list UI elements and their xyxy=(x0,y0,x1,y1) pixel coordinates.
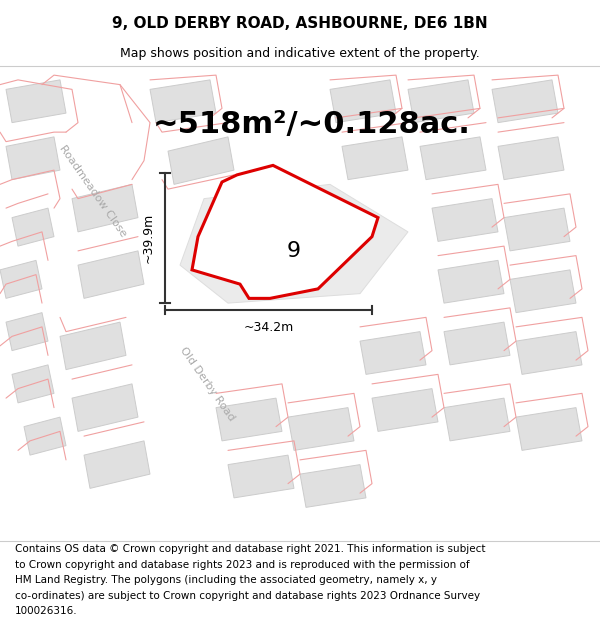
Polygon shape xyxy=(198,199,312,279)
Polygon shape xyxy=(492,80,558,122)
Polygon shape xyxy=(432,199,498,241)
Polygon shape xyxy=(216,227,300,274)
Text: Map shows position and indicative extent of the property.: Map shows position and indicative extent… xyxy=(120,48,480,60)
Polygon shape xyxy=(300,464,366,508)
Polygon shape xyxy=(12,365,54,403)
Polygon shape xyxy=(78,251,144,298)
Text: Contains OS data © Crown copyright and database right 2021. This information is : Contains OS data © Crown copyright and d… xyxy=(15,544,485,554)
Polygon shape xyxy=(192,166,378,298)
Polygon shape xyxy=(6,312,48,351)
Polygon shape xyxy=(72,184,138,232)
Polygon shape xyxy=(444,322,510,365)
Polygon shape xyxy=(168,137,234,184)
Polygon shape xyxy=(24,417,66,455)
Text: 9, OLD DERBY ROAD, ASHBOURNE, DE6 1BN: 9, OLD DERBY ROAD, ASHBOURNE, DE6 1BN xyxy=(112,16,488,31)
Polygon shape xyxy=(444,398,510,441)
Polygon shape xyxy=(408,80,474,122)
Text: Roadmeadow Close: Roadmeadow Close xyxy=(58,144,128,239)
Text: 100026316.: 100026316. xyxy=(15,606,77,616)
Text: ~39.9m: ~39.9m xyxy=(141,213,154,263)
Text: HM Land Registry. The polygons (including the associated geometry, namely x, y: HM Land Registry. The polygons (includin… xyxy=(15,575,437,585)
Text: Old Derby Road: Old Derby Road xyxy=(178,345,236,423)
Polygon shape xyxy=(60,322,126,369)
Text: co-ordinates) are subject to Crown copyright and database rights 2023 Ordnance S: co-ordinates) are subject to Crown copyr… xyxy=(15,591,480,601)
Polygon shape xyxy=(420,137,486,179)
Polygon shape xyxy=(360,332,426,374)
Polygon shape xyxy=(216,398,282,441)
Polygon shape xyxy=(72,384,138,431)
Polygon shape xyxy=(498,137,564,179)
Polygon shape xyxy=(0,261,42,298)
Polygon shape xyxy=(180,184,408,303)
Text: 9: 9 xyxy=(287,241,301,261)
Polygon shape xyxy=(150,80,216,122)
Polygon shape xyxy=(6,80,66,122)
Polygon shape xyxy=(12,208,54,246)
Polygon shape xyxy=(438,261,504,303)
Polygon shape xyxy=(504,208,570,251)
Polygon shape xyxy=(84,441,150,488)
Polygon shape xyxy=(6,137,60,179)
Polygon shape xyxy=(228,455,294,498)
Polygon shape xyxy=(342,137,408,179)
Polygon shape xyxy=(288,408,354,451)
Text: ~34.2m: ~34.2m xyxy=(244,321,293,334)
Text: ~518m²/~0.128ac.: ~518m²/~0.128ac. xyxy=(153,111,471,139)
Text: to Crown copyright and database rights 2023 and is reproduced with the permissio: to Crown copyright and database rights 2… xyxy=(15,559,470,569)
Polygon shape xyxy=(516,332,582,374)
Polygon shape xyxy=(372,389,438,431)
Polygon shape xyxy=(510,270,576,312)
Polygon shape xyxy=(330,80,396,122)
Polygon shape xyxy=(516,408,582,451)
